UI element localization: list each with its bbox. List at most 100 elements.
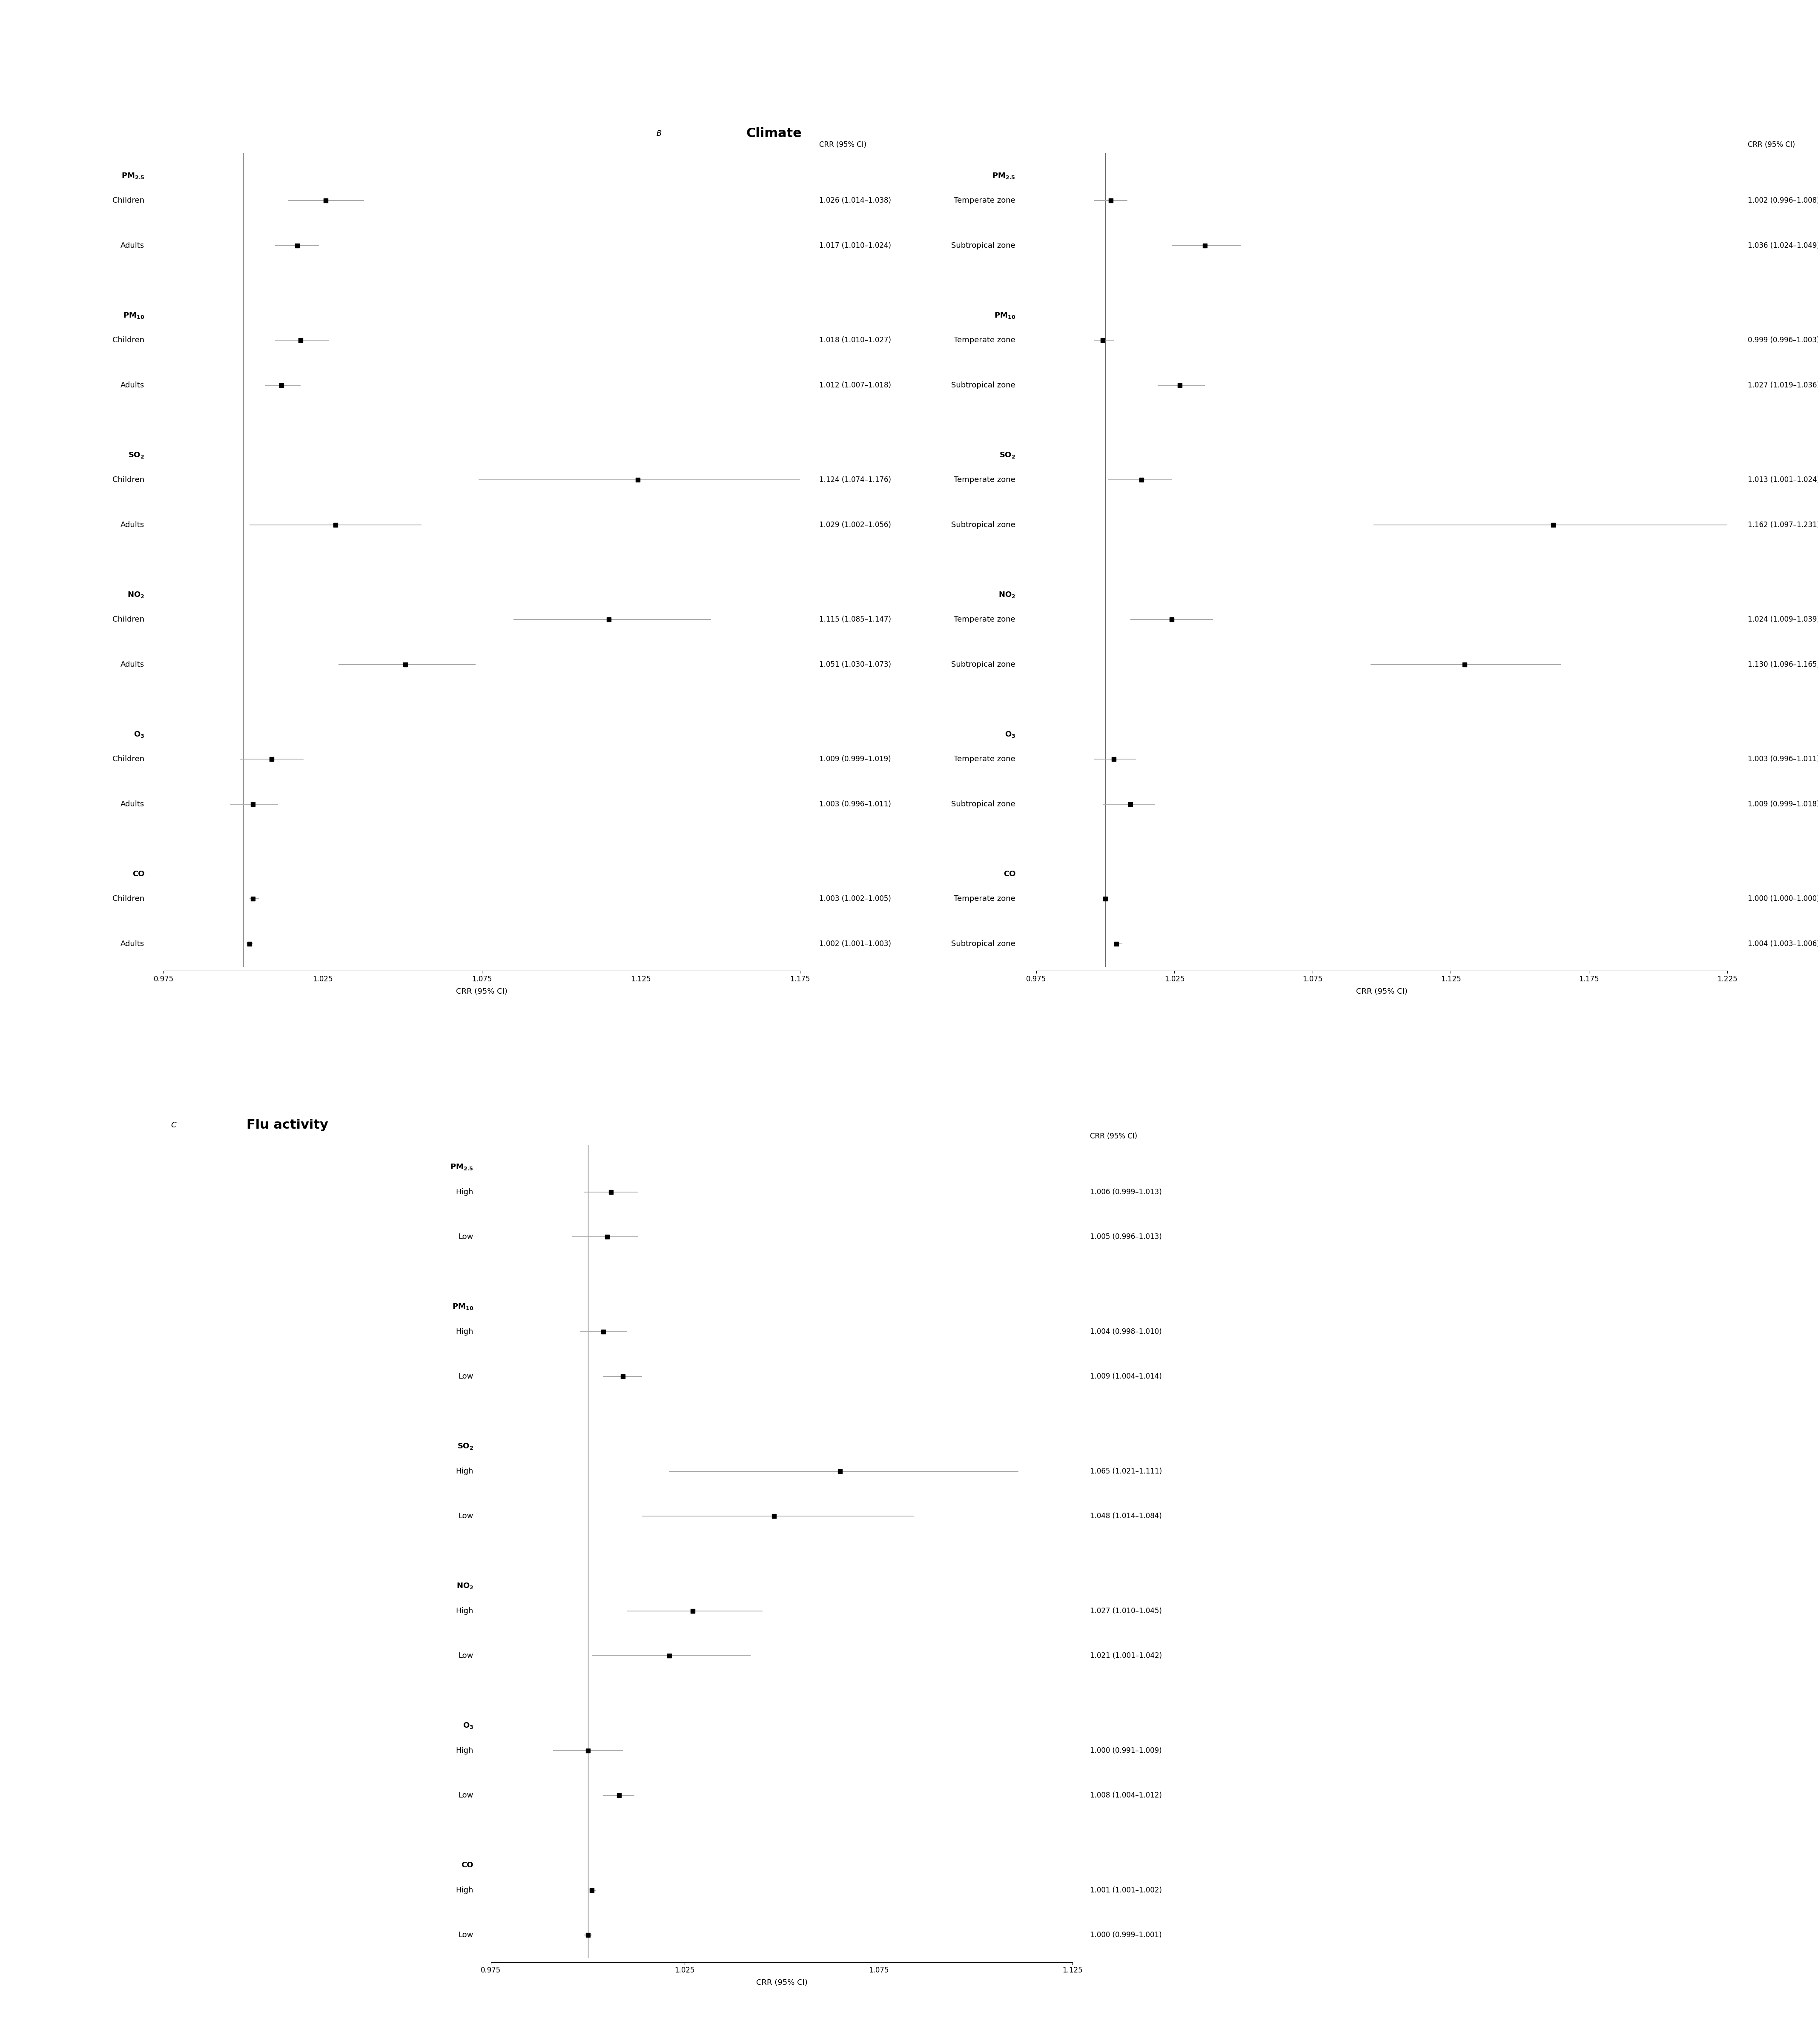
Text: C: C — [171, 1122, 176, 1128]
Text: 1.003 (0.996–1.011): 1.003 (0.996–1.011) — [1747, 756, 1818, 762]
Text: 1.008 (1.004–1.012): 1.008 (1.004–1.012) — [1091, 1793, 1162, 1799]
Text: Subtropical zone: Subtropical zone — [951, 660, 1016, 668]
Text: CRR (95% CI): CRR (95% CI) — [1091, 1132, 1138, 1141]
Text: CO: CO — [1004, 871, 1016, 877]
Text: Temperate zone: Temperate zone — [954, 476, 1016, 484]
Text: O$_{3}$: O$_{3}$ — [462, 1721, 473, 1729]
Text: 1.000 (0.999–1.001): 1.000 (0.999–1.001) — [1091, 1932, 1162, 1940]
Text: Adults: Adults — [120, 940, 145, 948]
Text: 1.005 (0.996–1.013): 1.005 (0.996–1.013) — [1091, 1233, 1162, 1241]
Text: 1.006 (0.999–1.013): 1.006 (0.999–1.013) — [1091, 1188, 1162, 1196]
Text: Low: Low — [458, 1793, 473, 1799]
Text: CRR (95% CI): CRR (95% CI) — [818, 141, 867, 149]
Text: 1.021 (1.001–1.042): 1.021 (1.001–1.042) — [1091, 1652, 1162, 1660]
Text: Low: Low — [458, 1233, 473, 1241]
Text: 1.026 (1.014–1.038): 1.026 (1.014–1.038) — [818, 196, 891, 204]
Text: 1.162 (1.097–1.231): 1.162 (1.097–1.231) — [1747, 521, 1818, 529]
Text: Low: Low — [458, 1932, 473, 1940]
Text: 1.001 (1.001–1.002): 1.001 (1.001–1.002) — [1091, 1887, 1162, 1895]
Text: 1.115 (1.085–1.147): 1.115 (1.085–1.147) — [818, 615, 891, 623]
Text: CO: CO — [133, 871, 145, 877]
Text: Low: Low — [458, 1374, 473, 1380]
Text: 1.029 (1.002–1.056): 1.029 (1.002–1.056) — [818, 521, 891, 529]
Text: Low: Low — [458, 1513, 473, 1521]
Text: 1.009 (0.999–1.019): 1.009 (0.999–1.019) — [818, 756, 891, 762]
Text: 0.999 (0.996–1.003): 0.999 (0.996–1.003) — [1747, 337, 1818, 343]
Text: PM$_{2.5}$: PM$_{2.5}$ — [451, 1163, 473, 1171]
Text: High: High — [456, 1468, 473, 1476]
Text: 1.036 (1.024–1.049): 1.036 (1.024–1.049) — [1747, 241, 1818, 249]
Text: Children: Children — [113, 337, 145, 343]
Text: Adults: Adults — [120, 660, 145, 668]
Text: 1.024 (1.009–1.039): 1.024 (1.009–1.039) — [1747, 615, 1818, 623]
Text: Children: Children — [113, 615, 145, 623]
Text: Temperate zone: Temperate zone — [954, 615, 1016, 623]
Text: B: B — [656, 131, 662, 137]
Text: High: High — [456, 1607, 473, 1615]
Text: 1.012 (1.007–1.018): 1.012 (1.007–1.018) — [818, 382, 891, 388]
Text: 1.018 (1.010–1.027): 1.018 (1.010–1.027) — [818, 337, 891, 343]
Text: 1.027 (1.019–1.036): 1.027 (1.019–1.036) — [1747, 382, 1818, 388]
Text: Subtropical zone: Subtropical zone — [951, 801, 1016, 807]
Text: Climate: Climate — [745, 127, 802, 139]
Text: Children: Children — [113, 196, 145, 204]
Text: Low: Low — [458, 1652, 473, 1660]
Text: NO$_{2}$: NO$_{2}$ — [127, 591, 145, 599]
Text: Adults: Adults — [120, 241, 145, 249]
Text: 1.002 (1.001–1.003): 1.002 (1.001–1.003) — [818, 940, 891, 948]
Text: 1.009 (1.004–1.014): 1.009 (1.004–1.014) — [1091, 1374, 1162, 1380]
Text: 1.000 (0.991–1.009): 1.000 (0.991–1.009) — [1091, 1748, 1162, 1754]
Text: O$_{3}$: O$_{3}$ — [1005, 730, 1016, 738]
Text: CO: CO — [462, 1862, 473, 1868]
Text: NO$_{2}$: NO$_{2}$ — [998, 591, 1016, 599]
Text: 1.027 (1.010–1.045): 1.027 (1.010–1.045) — [1091, 1607, 1162, 1615]
Text: SO$_{2}$: SO$_{2}$ — [456, 1443, 473, 1451]
Text: High: High — [456, 1887, 473, 1895]
Text: High: High — [456, 1329, 473, 1335]
Text: High: High — [456, 1188, 473, 1196]
Text: Children: Children — [113, 895, 145, 903]
X-axis label: CRR (95% CI): CRR (95% CI) — [1356, 987, 1407, 995]
Text: Subtropical zone: Subtropical zone — [951, 940, 1016, 948]
Text: 1.065 (1.021–1.111): 1.065 (1.021–1.111) — [1091, 1468, 1162, 1476]
Text: PM$_{10}$: PM$_{10}$ — [124, 311, 145, 319]
Text: 1.000 (1.000–1.000): 1.000 (1.000–1.000) — [1747, 895, 1818, 903]
Text: 1.017 (1.010–1.024): 1.017 (1.010–1.024) — [818, 241, 891, 249]
Text: Temperate zone: Temperate zone — [954, 337, 1016, 343]
Text: PM$_{10}$: PM$_{10}$ — [453, 1302, 473, 1310]
Text: O$_{3}$: O$_{3}$ — [135, 730, 145, 738]
Text: Temperate zone: Temperate zone — [954, 196, 1016, 204]
Text: Adults: Adults — [120, 801, 145, 807]
Text: PM$_{2.5}$: PM$_{2.5}$ — [122, 172, 145, 180]
Text: SO$_{2}$: SO$_{2}$ — [129, 452, 145, 460]
Text: Adults: Adults — [120, 382, 145, 388]
Text: 1.013 (1.001–1.024): 1.013 (1.001–1.024) — [1747, 476, 1818, 484]
Text: PM$_{2.5}$: PM$_{2.5}$ — [993, 172, 1016, 180]
Text: Temperate zone: Temperate zone — [954, 756, 1016, 762]
Text: Subtropical zone: Subtropical zone — [951, 241, 1016, 249]
Text: 1.051 (1.030–1.073): 1.051 (1.030–1.073) — [818, 660, 891, 668]
Text: Adults: Adults — [120, 521, 145, 529]
X-axis label: CRR (95% CI): CRR (95% CI) — [756, 1979, 807, 1987]
Text: 1.002 (0.996–1.008): 1.002 (0.996–1.008) — [1747, 196, 1818, 204]
Text: Subtropical zone: Subtropical zone — [951, 382, 1016, 388]
Text: NO$_{2}$: NO$_{2}$ — [456, 1582, 473, 1590]
Text: 1.124 (1.074–1.176): 1.124 (1.074–1.176) — [818, 476, 891, 484]
Text: 1.004 (1.003–1.006): 1.004 (1.003–1.006) — [1747, 940, 1818, 948]
Text: 1.009 (0.999–1.018): 1.009 (0.999–1.018) — [1747, 801, 1818, 807]
Text: 1.130 (1.096–1.165): 1.130 (1.096–1.165) — [1747, 660, 1818, 668]
Text: Temperate zone: Temperate zone — [954, 895, 1016, 903]
Text: 1.003 (1.002–1.005): 1.003 (1.002–1.005) — [818, 895, 891, 903]
Text: Subtropical zone: Subtropical zone — [951, 521, 1016, 529]
Text: Children: Children — [113, 476, 145, 484]
Text: CRR (95% CI): CRR (95% CI) — [1747, 141, 1794, 149]
Text: Flu activity: Flu activity — [247, 1118, 329, 1130]
Text: High: High — [456, 1748, 473, 1754]
Text: Children: Children — [113, 756, 145, 762]
Text: PM$_{10}$: PM$_{10}$ — [994, 311, 1016, 319]
Text: 1.003 (0.996–1.011): 1.003 (0.996–1.011) — [818, 801, 891, 807]
Text: 1.004 (0.998–1.010): 1.004 (0.998–1.010) — [1091, 1329, 1162, 1335]
X-axis label: CRR (95% CI): CRR (95% CI) — [456, 987, 507, 995]
Text: SO$_{2}$: SO$_{2}$ — [1000, 452, 1016, 460]
Text: 1.048 (1.014–1.084): 1.048 (1.014–1.084) — [1091, 1513, 1162, 1521]
